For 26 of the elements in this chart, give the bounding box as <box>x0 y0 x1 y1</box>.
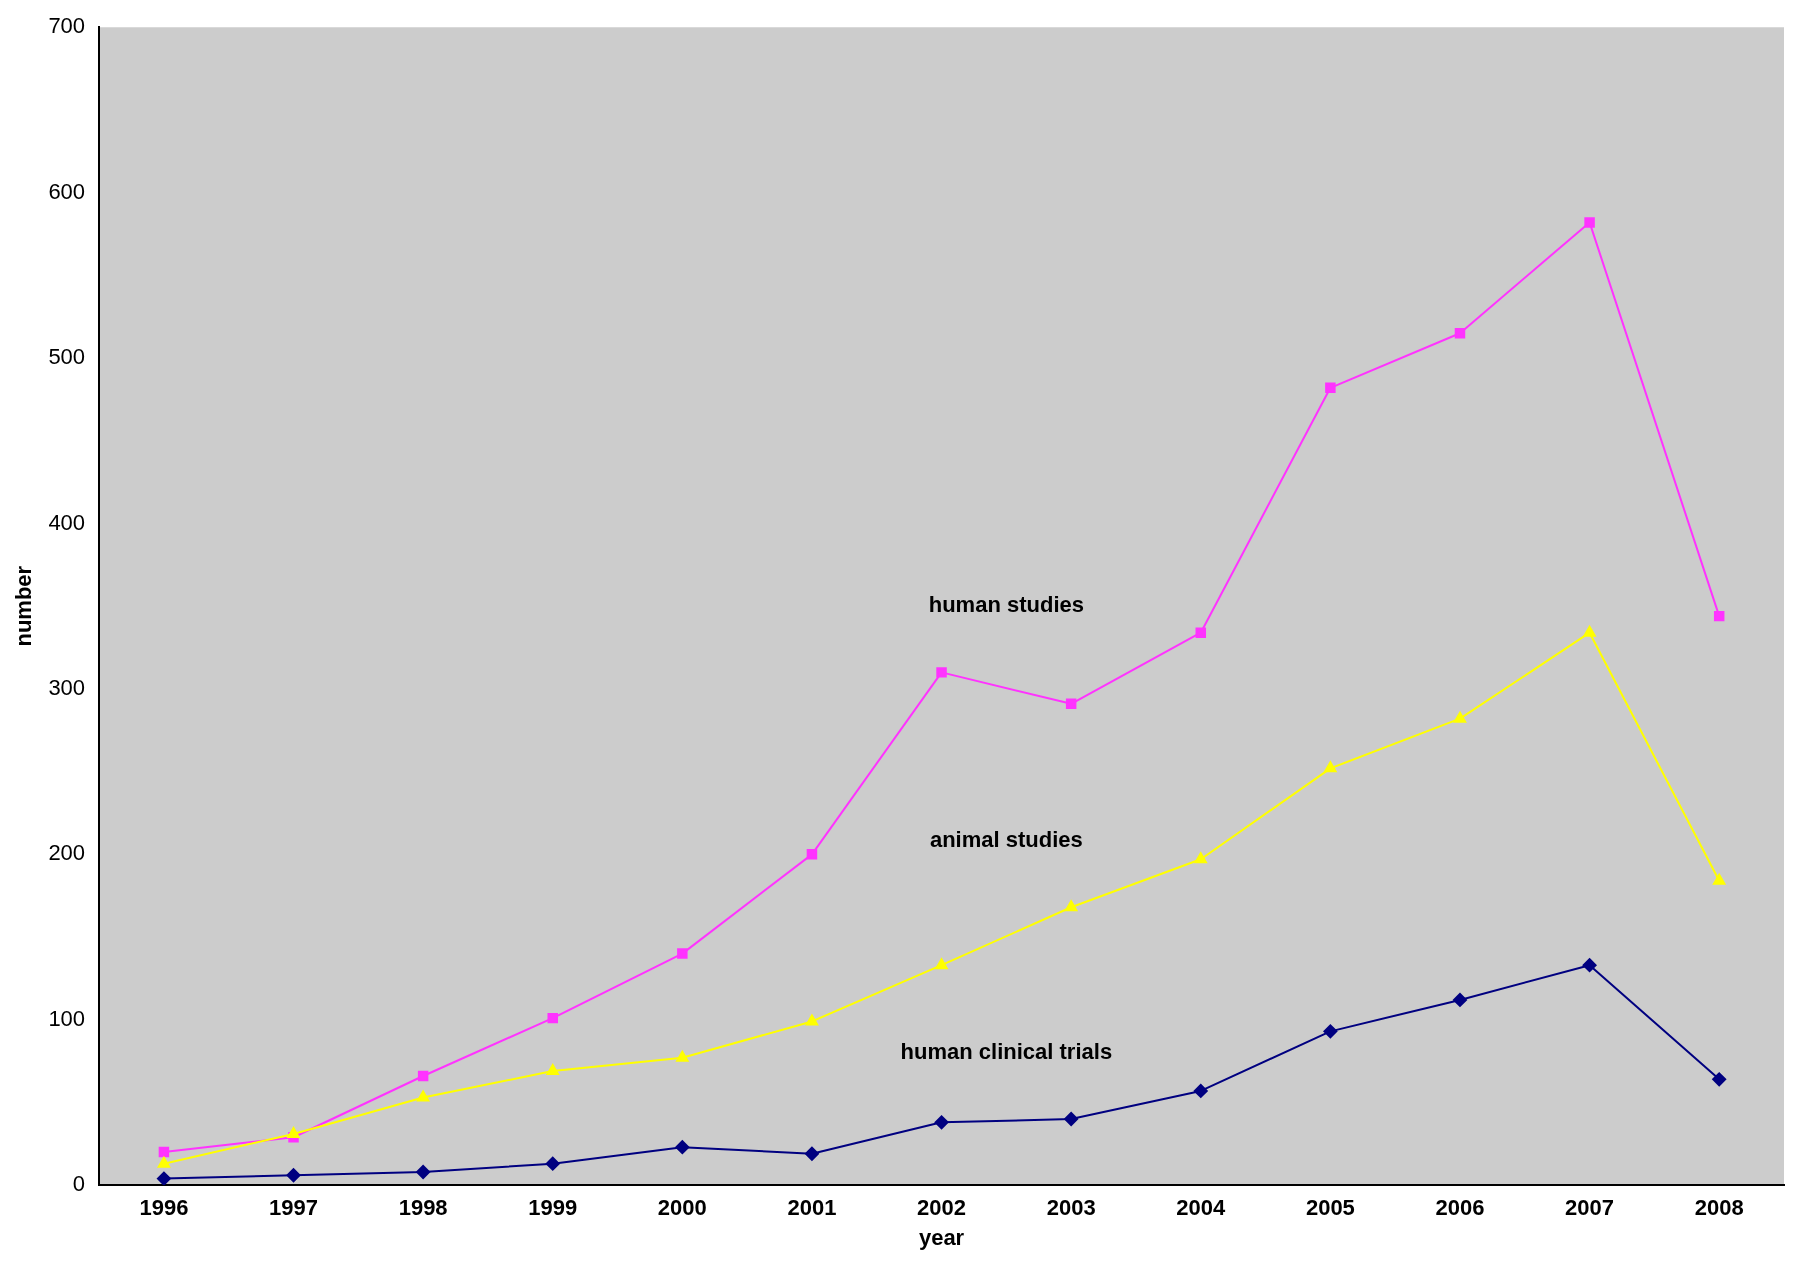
x-tick-label: 2007 <box>1565 1195 1615 1221</box>
y-tick-label: 300 <box>48 674 86 700</box>
x-tick-label: 2006 <box>1435 1195 1485 1221</box>
y-tick-label: 700 <box>48 13 86 39</box>
y-tick-label: 0 <box>72 1171 86 1197</box>
x-tick-label: 2000 <box>657 1195 707 1221</box>
y-tick-label: 100 <box>48 1005 86 1031</box>
x-tick-label: 1997 <box>269 1195 318 1221</box>
y-tick-label: 400 <box>48 509 86 535</box>
text: human clinical trials <box>900 1039 1113 1065</box>
y-axis-title: number <box>11 565 37 647</box>
y-tick-label: 600 <box>48 178 86 204</box>
x-tick-label: 2004 <box>1176 1195 1226 1221</box>
y-tick-label: 200 <box>48 840 86 866</box>
y-tick-label: 500 <box>48 344 86 370</box>
x-axis-title: year <box>918 1224 965 1250</box>
x-tick-label: 2002 <box>917 1195 967 1221</box>
text: human studies <box>928 592 1084 618</box>
x-tick-label: 2001 <box>787 1195 837 1221</box>
x-tick-label: 2003 <box>1046 1195 1096 1221</box>
x-tick-label: 1999 <box>528 1195 578 1221</box>
x-tick-label: 1996 <box>139 1195 189 1221</box>
x-tick-label: 1998 <box>398 1195 448 1221</box>
text: animal studies <box>929 827 1083 853</box>
x-tick-label: 2005 <box>1305 1195 1355 1221</box>
x-tick-label: 2008 <box>1694 1195 1744 1221</box>
